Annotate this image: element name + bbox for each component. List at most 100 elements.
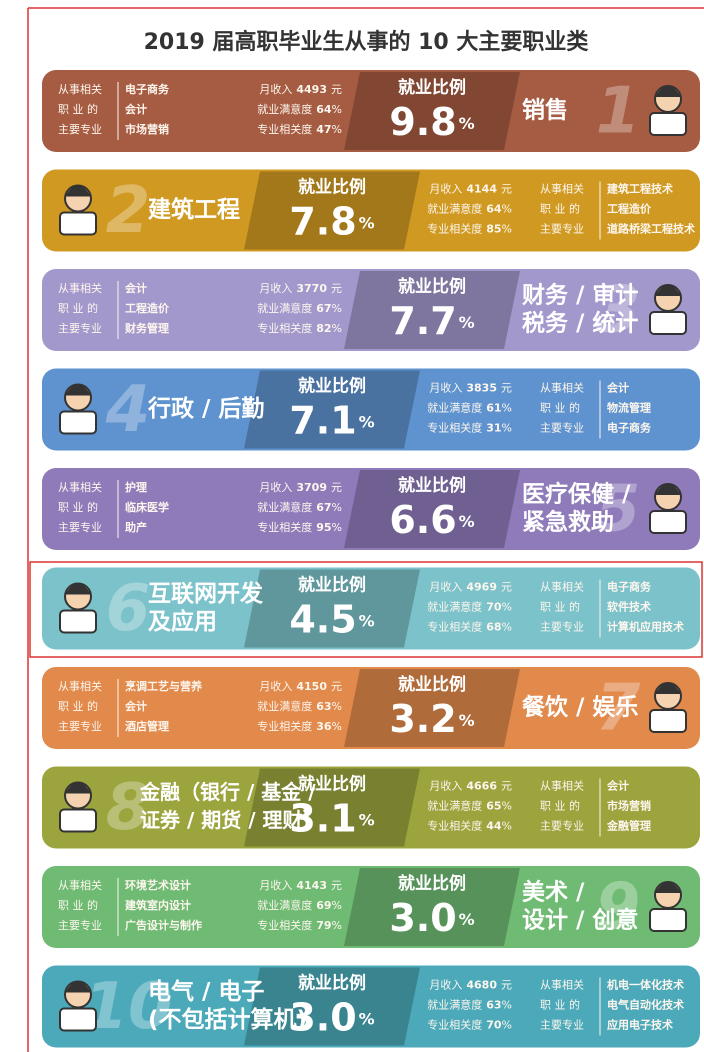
stat-line: 专业相关度95% (257, 520, 342, 534)
ratio-label: 就业比例 (398, 77, 466, 98)
stat-part: % (332, 123, 342, 136)
stat-part: % (502, 800, 512, 813)
stat-part: 95 (316, 521, 331, 534)
icon-body (60, 213, 96, 235)
share-unit: % (359, 1009, 375, 1028)
stat-part: 4969 (466, 581, 497, 594)
occupation: 税务 / 统计 (522, 310, 638, 337)
stat-part: 元 (331, 680, 342, 693)
stat-part: 专业相关度 (427, 620, 482, 634)
occupation: 行政 / 后勤 (147, 395, 264, 422)
stat-part: 元 (501, 183, 512, 196)
major: 护理 (125, 480, 147, 494)
majors-heading: 主要专业 (540, 222, 584, 236)
majors-heading: 主要专业 (540, 620, 584, 634)
stat-part: 70 (486, 601, 502, 614)
icon-body (650, 312, 686, 334)
share-unit: % (459, 910, 475, 929)
stat-part: 月收入 (429, 182, 462, 196)
stat-part: 月收入 (259, 878, 292, 892)
stat-part: 就业满意度 (427, 799, 482, 813)
stat-part: 专业相关度 (257, 122, 312, 136)
majors-heading: 主要专业 (540, 819, 584, 833)
ratio-label: 就业比例 (398, 276, 466, 297)
ratio-label: 就业比例 (398, 475, 466, 496)
stat-part: % (502, 1019, 512, 1032)
stat-part: 70 (486, 1019, 502, 1032)
stat-part: 64 (486, 203, 502, 216)
majors-heading: 从事相关 (540, 381, 584, 395)
occupation: 财务 / 审计 (522, 282, 638, 309)
stat-part: % (502, 223, 512, 236)
stat-part: 47 (316, 123, 331, 136)
major: 电子商务 (125, 82, 170, 96)
rank: 4 (105, 373, 151, 447)
major: 会计 (607, 381, 629, 395)
stat-part: % (502, 621, 512, 634)
majors-heading: 从事相关 (58, 281, 102, 295)
major: 电子商务 (607, 580, 652, 594)
stat-line: 就业满意度61% (427, 401, 512, 415)
stat-part: 就业满意度 (257, 102, 312, 116)
stat-line: 专业相关度31% (427, 421, 512, 435)
stat-part: 就业满意度 (427, 202, 482, 216)
stat-part: 63 (316, 700, 331, 713)
ratio-label: 就业比例 (298, 575, 366, 596)
occupation: 电气 / 电子 (148, 978, 264, 1005)
stat-part: 就业满意度 (257, 699, 312, 713)
stat-part: 就业满意度 (427, 401, 482, 415)
stat-part: 就业满意度 (257, 500, 312, 514)
stat-part: 31 (486, 422, 501, 435)
stat-part: 3835 (466, 382, 497, 395)
share-unit: % (459, 711, 475, 730)
stat-part: 月收入 (259, 679, 292, 693)
stat-part: 4150 (296, 680, 327, 693)
ratio-label: 就业比例 (398, 873, 466, 894)
icon-body (60, 412, 96, 434)
stat-part: % (332, 700, 342, 713)
stat-part: 月收入 (259, 281, 292, 295)
share-value: 7.1 (289, 398, 356, 442)
share-unit: % (459, 512, 475, 531)
stat-part: 元 (501, 382, 512, 395)
major: 软件技术 (607, 600, 651, 614)
major: 建筑工程技术 (607, 182, 673, 196)
majors-heading: 从事相关 (58, 878, 102, 892)
major: 应用电子技术 (607, 1018, 673, 1032)
major: 计算机应用技术 (607, 620, 684, 634)
major: 物流管理 (607, 401, 651, 415)
share-unit: % (359, 213, 375, 232)
stat-part: 65 (486, 800, 501, 813)
stat-part: 元 (331, 879, 342, 892)
occupation: 医疗保健 / (522, 481, 631, 508)
stat-part: 85 (486, 223, 501, 236)
stat-part: 专业相关度 (257, 918, 312, 932)
stat-part: 64 (316, 103, 332, 116)
share-unit: % (359, 412, 375, 431)
share-value: 9.8 (389, 100, 456, 144)
major: 电气自动化技术 (607, 998, 684, 1012)
stat-part: % (332, 899, 342, 912)
occupation: 证券 / 期货 / 理财） (140, 808, 322, 832)
share-unit: % (359, 810, 375, 829)
major: 机电一体化技术 (607, 978, 684, 992)
occupation: 餐饮 / 娱乐 (522, 694, 638, 721)
rank: 2 (106, 174, 151, 248)
occupation: 美术 / (522, 879, 585, 906)
stat-part: % (502, 999, 512, 1012)
stat-part: 67 (316, 302, 331, 315)
major: 临床医学 (125, 500, 169, 514)
stat-part: 就业满意度 (257, 301, 312, 315)
stat-part: 4493 (296, 83, 327, 96)
stat-part: 63 (486, 999, 501, 1012)
majors-heading: 职 业 的 (58, 102, 98, 116)
icon-body (60, 1009, 96, 1031)
major: 广告设计与制作 (125, 918, 202, 932)
major: 会计 (125, 699, 147, 713)
occupation: 及应用 (148, 608, 217, 635)
stat-part: 专业相关度 (427, 222, 482, 236)
stat-part: 82 (316, 322, 331, 335)
share-value: 4.5 (289, 597, 356, 641)
majors-heading: 职 业 的 (58, 301, 98, 315)
